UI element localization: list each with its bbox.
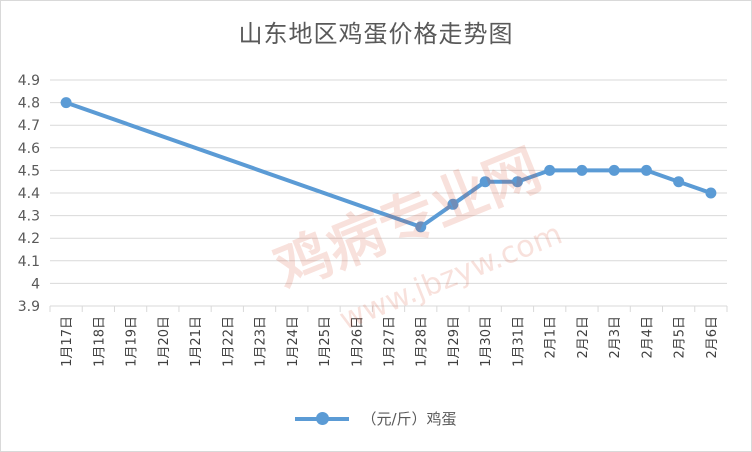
chart-title: 山东地区鸡蛋价格走势图: [238, 20, 514, 48]
x-tick-label: 1月20日: [157, 316, 172, 367]
y-tick-label: 4.6: [18, 141, 40, 157]
watermark-title: 鸡病专业网: [266, 137, 550, 302]
x-tick-label: 1月26日: [350, 316, 365, 367]
x-tick-label: 2月4日: [640, 316, 655, 359]
legend: （元/斤）鸡蛋: [0, 408, 752, 429]
x-tick-label: 1月17日: [60, 316, 75, 367]
x-tick-label: 2月6日: [705, 316, 720, 359]
x-axis-tick-labels: 1月17日 1月18日 1月19日 1月20日 1月21日 1月22日 1月23日 1月24日…: [60, 316, 720, 367]
data-point: [673, 176, 685, 188]
y-tick-label: 4.8: [18, 96, 40, 112]
x-tick-label: 1月22日: [221, 316, 236, 367]
y-tick-label: 4.3: [18, 209, 40, 225]
series-line: [64, 100, 713, 229]
data-point: [705, 187, 717, 199]
data-point: [447, 198, 459, 210]
x-tick-label: 1月21日: [189, 316, 204, 367]
y-tick-label: 4: [31, 276, 40, 292]
data-point: [511, 176, 523, 188]
y-tick-label: 4.5: [18, 163, 40, 179]
x-tick-label: 2月1日: [544, 316, 559, 359]
data-point: [479, 176, 491, 188]
x-tick-label: 1月24日: [286, 316, 301, 367]
data-point: [576, 164, 588, 176]
data-point: [415, 221, 427, 233]
y-tick-label: 4.9: [18, 73, 40, 89]
x-tick-label: 1月30日: [479, 316, 494, 367]
x-tick-label: 1月28日: [415, 316, 430, 367]
series-egg-price: [60, 97, 717, 233]
x-tick-label: 1月25日: [318, 316, 333, 367]
y-tick-label: 4.1: [18, 254, 40, 270]
x-tick-label: 1月27日: [383, 316, 398, 367]
x-tick-label: 1月29日: [447, 316, 462, 367]
data-point: [640, 164, 652, 176]
x-tick-label: 1月23日: [254, 316, 269, 367]
y-tick-label: 4.4: [18, 186, 40, 202]
gridlines: [49, 79, 728, 312]
x-tick-label: 1月18日: [92, 316, 107, 367]
y-axis-tick-labels: 3.9 4 4.1 4.2 4.3 4.4 4.5 4.6 4.7 4.8 4.9: [18, 73, 40, 315]
data-point: [60, 97, 72, 109]
data-point: [608, 164, 620, 176]
legend-marker: [295, 411, 350, 425]
x-tick-label: 2月5日: [673, 316, 688, 359]
x-tick-label: 1月19日: [125, 316, 140, 367]
y-tick-label: 4.2: [18, 231, 40, 247]
data-point: [544, 164, 556, 176]
x-tick-label: 1月31日: [511, 316, 526, 367]
legend-label: （元/斤）鸡蛋: [361, 410, 457, 428]
y-tick-label: 3.9: [18, 299, 40, 315]
y-tick-label: 4.7: [18, 118, 40, 134]
x-tick-label: 2月3日: [608, 316, 623, 359]
x-tick-label: 2月2日: [576, 316, 591, 359]
